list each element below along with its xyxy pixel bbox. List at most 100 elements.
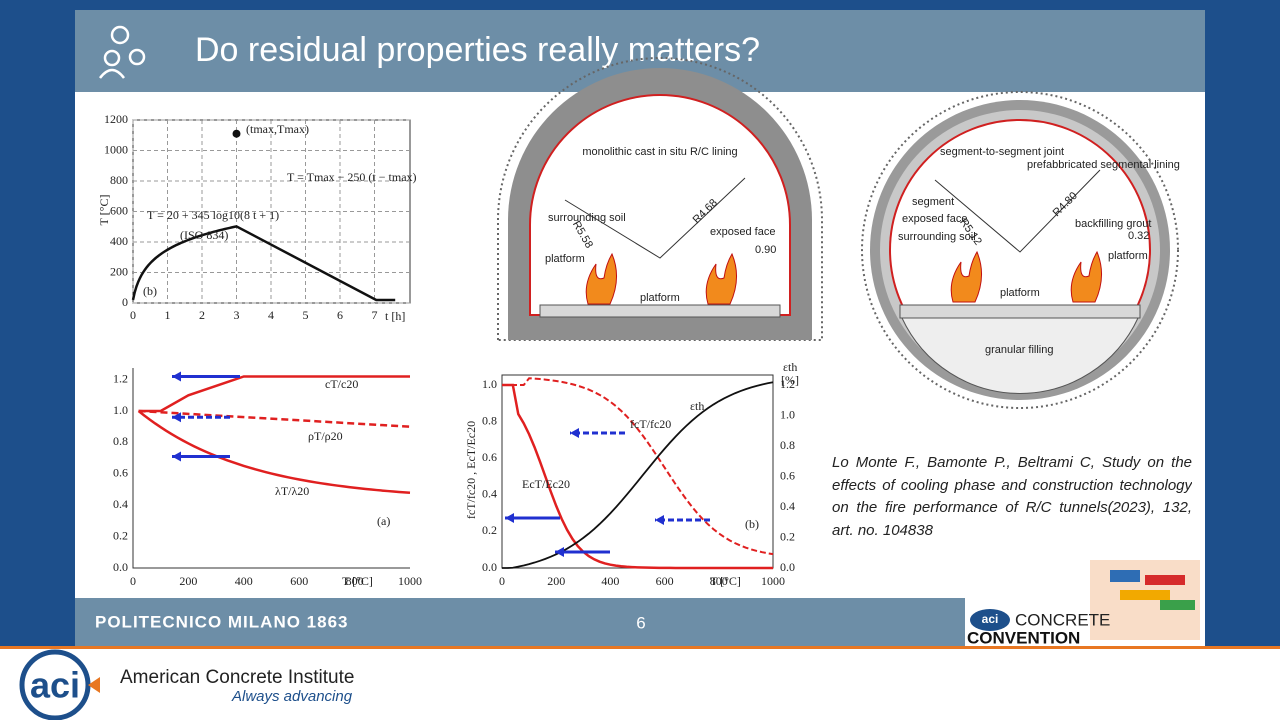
institution: POLITECNICO MILANO 1863	[95, 612, 348, 631]
tick-label: 1.2	[780, 377, 795, 391]
figure-label: exposed face	[902, 213, 967, 225]
flame	[585, 252, 617, 305]
arrow-head	[172, 371, 181, 382]
tunnel-void	[529, 94, 791, 316]
plot-frame	[132, 368, 410, 569]
tick-label: 0	[130, 574, 136, 588]
arrow-head	[570, 428, 579, 438]
flame	[705, 252, 737, 305]
icon	[99, 25, 146, 79]
tick-label: 0.4	[482, 487, 497, 501]
flame	[1070, 250, 1102, 303]
tick-label: 0.0	[780, 560, 795, 574]
tick-label: 0.8	[482, 413, 497, 427]
tick-label: 0.8	[780, 438, 795, 452]
arrow-head	[505, 513, 514, 523]
brand-tagline: Always advancing	[231, 688, 353, 705]
event-badge: aci	[982, 612, 999, 626]
figure-label: fcT/fc20	[630, 417, 671, 431]
tick-label: 1000	[761, 574, 785, 588]
tick-label: 200	[110, 264, 128, 278]
slide-title: Do residual properties really matters?	[195, 31, 760, 69]
tick-label: 0	[122, 295, 128, 309]
tick-label: 1200	[104, 112, 128, 126]
radius-lines	[934, 169, 1101, 253]
brand-name: American Concrete Institute	[120, 667, 354, 688]
tick-label: 1.0	[482, 377, 497, 391]
tick-label: 0.2	[482, 523, 497, 537]
figure-label: prefabbricated segmental lining	[1027, 159, 1180, 171]
tick-label: 5	[303, 308, 309, 322]
tick-label: 0.6	[780, 468, 795, 482]
figure-label: t [h]	[385, 309, 405, 323]
tick-label: 400	[110, 234, 128, 248]
figure-label: (b)	[143, 284, 157, 298]
event-line2: CONVENTION	[967, 628, 1080, 647]
figure-label: surrounding soil	[898, 231, 976, 243]
arrow-head	[172, 451, 181, 462]
tunnel-soil	[497, 57, 823, 341]
figure-label: backfilling grout	[1075, 218, 1151, 230]
tick-label: 0.6	[113, 466, 128, 480]
figure-label: (ISO 834)	[180, 228, 228, 242]
figure-label: segment-to-segment joint	[940, 146, 1064, 158]
figure-label: T [°C]	[342, 574, 373, 588]
figure-label: T = 20 + 345 log10(8 t + 1)	[147, 208, 279, 222]
figure-label: T [°C]	[97, 195, 111, 226]
accent-line	[0, 646, 1280, 649]
tick-label: 0	[499, 574, 505, 588]
tick-label: 3	[234, 308, 240, 322]
footer-band	[75, 598, 965, 646]
figure-label: (a)	[377, 514, 390, 528]
tick-label: 1000	[398, 574, 422, 588]
branding-bar	[0, 649, 1280, 720]
page-number: 6	[636, 613, 645, 632]
tick-label: 800	[346, 574, 364, 588]
tick-label: 0	[130, 308, 136, 322]
aci-logo-text: aci	[30, 665, 80, 706]
curve	[502, 381, 774, 569]
tick-label: 0.4	[780, 499, 795, 513]
arrow-head	[172, 412, 181, 423]
figure-label: platform	[640, 292, 680, 304]
figure-label: platform	[1000, 287, 1040, 299]
curve	[502, 383, 774, 570]
tick-label: 0.2	[113, 528, 128, 542]
curve	[131, 225, 396, 302]
tick-label: 6	[337, 308, 343, 322]
peak-marker	[232, 129, 241, 138]
tick-label: 0.0	[482, 560, 497, 574]
figure-label: EcT/Ec20	[522, 477, 570, 491]
flame	[950, 250, 982, 303]
tick-label: 400	[601, 574, 619, 588]
figure-label: cT/c20	[325, 377, 358, 391]
tick-label: 400	[235, 574, 253, 588]
event-logo	[970, 560, 1200, 640]
figure-label: platform	[545, 253, 585, 265]
arrow-head	[555, 547, 564, 557]
tick-label: 0.0	[113, 560, 128, 574]
figure-label: ρT/ρ20	[308, 429, 343, 443]
curve	[502, 377, 774, 556]
figure-label: monolithic cast in situ R/C lining	[582, 146, 737, 158]
citation-box: Lo Monte F., Bamonte P., Beltrami C, Stu…	[832, 454, 1192, 539]
figure-label: 0.32	[1128, 230, 1149, 242]
tick-label: 0.8	[113, 434, 128, 448]
tick-label: 800	[710, 574, 728, 588]
figure-label: 0.90	[755, 244, 776, 256]
tick-label: 1.0	[113, 403, 128, 417]
tick-label: 200	[547, 574, 565, 588]
tick-label: 600	[290, 574, 308, 588]
figure-label: platform	[1108, 250, 1148, 262]
tick-label: 4	[268, 308, 274, 322]
figure-label: (tmax,Tmax)	[246, 122, 309, 136]
figure-label: segment	[912, 196, 954, 208]
figure-label: exposed face	[710, 226, 775, 238]
figure-label: surrounding soil	[548, 212, 626, 224]
tick-label: 2	[199, 308, 205, 322]
figure-label: (b)	[745, 517, 759, 531]
tick-label: 0.6	[482, 450, 497, 464]
tick-label: 0.4	[113, 497, 128, 511]
figure-label: λT/λ20	[275, 484, 309, 498]
figure-label: granular filling	[985, 344, 1053, 356]
